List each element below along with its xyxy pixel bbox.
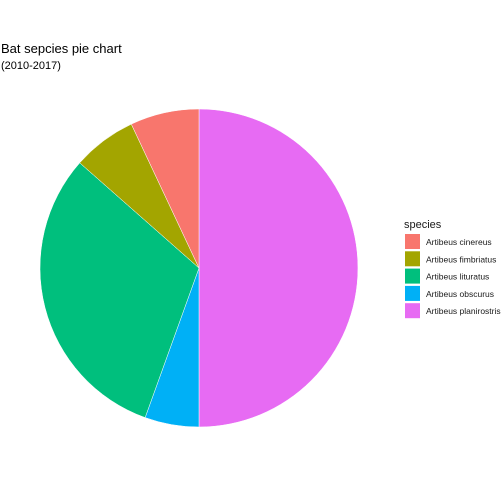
legend-label-artibeus-lituratus: Artibeus lituratus <box>426 272 489 282</box>
legend-label-artibeus-fimbriatus: Artibeus fimbriatus <box>426 254 496 264</box>
legend-label-artibeus-obscurus: Artibeus obscurus <box>426 289 494 299</box>
pie-slice-artibeus-cinereus <box>130 108 200 269</box>
legend-key-artibeus-fimbriatus <box>405 251 420 267</box>
legend-label-artibeus-planirostris: Artibeus planirostris <box>426 306 501 316</box>
legend-label-artibeus-cinereus: Artibeus cinereus <box>426 237 492 247</box>
chart-subtitle: (2010-2017) <box>1 60 61 72</box>
legend-key-artibeus-cinereus <box>405 234 420 249</box>
legend-items: Artibeus cinereus Artibeus fimbriatus Arti… <box>405 234 501 319</box>
legend-title: species <box>404 219 442 231</box>
legend-key-artibeus-obscurus <box>405 285 420 301</box>
chart-title: Bat sepcies pie chart <box>1 41 122 56</box>
legend-key-artibeus-lituratus <box>405 268 420 284</box>
pie-slice-artibeus-lituratus <box>39 162 200 418</box>
pie-slices <box>39 108 359 428</box>
legend: species Artibeus cinereus Artibeus fimbri… <box>404 219 501 319</box>
legend-key-artibeus-planirostris <box>405 303 420 319</box>
pie-slice-artibeus-planirostris <box>198 108 359 428</box>
